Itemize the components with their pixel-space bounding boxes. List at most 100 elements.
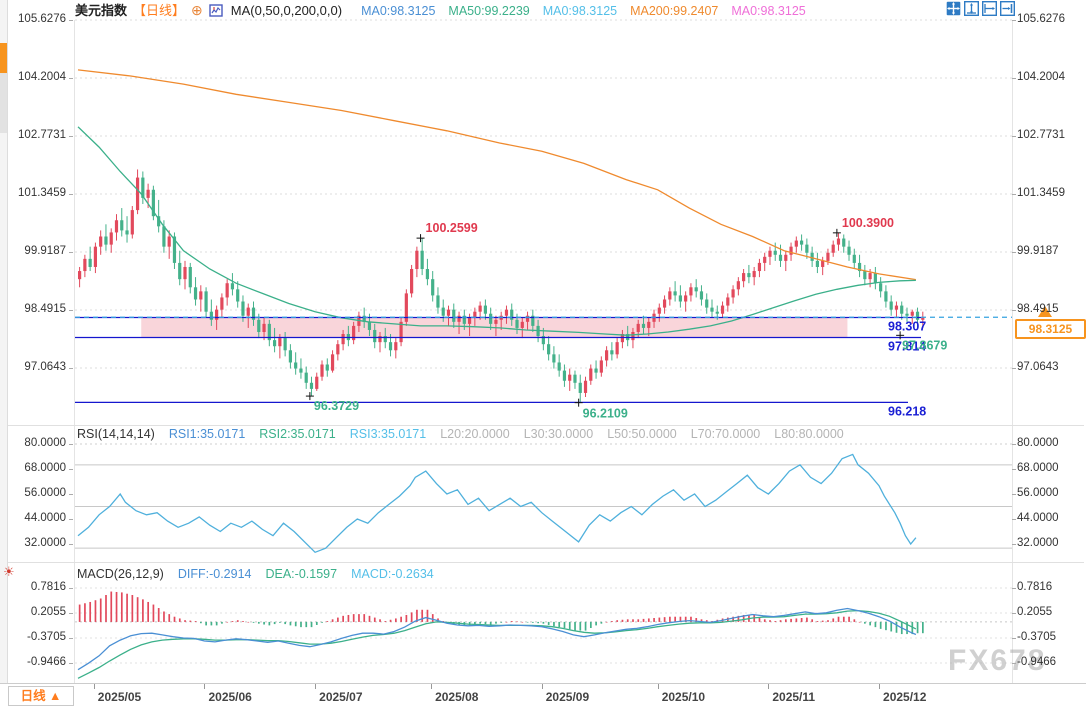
ma-value: MA200:99.2407 — [630, 3, 719, 18]
plot-right-border — [1012, 20, 1013, 683]
pan-icon[interactable] — [946, 1, 961, 16]
y-axis-label: 32.0000 — [1017, 536, 1059, 549]
axis-tick — [69, 638, 73, 639]
plot-left-border — [74, 20, 75, 683]
rsi-header-value: RSI2:35.0171 — [259, 427, 336, 441]
diff-line — [77, 607, 917, 671]
y-axis-label: 98.4915 — [24, 302, 66, 315]
y-axis-label: 0.7816 — [30, 581, 66, 593]
chart-header: 美元指数 【日线】 ⊕ MA(0,50,0,200,0,0) MA0:98.31… — [75, 2, 806, 19]
axis-tick — [1012, 77, 1016, 79]
x-axis-label: 2025/06 — [208, 690, 252, 704]
ma-values: MA0:98.3125 MA50:99.2239 MA0:98.3125 MA200:… — [348, 2, 806, 20]
y-axis-label: -0.9466 — [1017, 656, 1057, 668]
y-axis-label: 97.0643 — [1017, 360, 1059, 373]
macd-header-value: MACD(26,12,9) — [77, 567, 164, 581]
macd-histogram — [78, 591, 924, 635]
fit-y-axis-icon[interactable] — [964, 1, 979, 16]
y-axis-label: 105.6276 — [1017, 13, 1065, 25]
x-axis-tick — [768, 684, 770, 689]
axis-tick — [69, 588, 73, 589]
rsi-header-value: RSI3:35.0171 — [349, 427, 427, 441]
left-scrollbar[interactable] — [0, 0, 8, 707]
y-axis-label: 0.2055 — [1017, 606, 1053, 618]
y-axis-label: -0.9466 — [26, 656, 66, 668]
axis-tick — [69, 518, 73, 520]
dea-line — [77, 609, 917, 679]
x-axis-label: 2025/05 — [97, 690, 142, 704]
y-axis-label: 101.3459 — [18, 186, 66, 199]
x-axis-tick — [541, 684, 543, 689]
rsi-line — [77, 453, 917, 554]
y-axis-label: 0.7816 — [1017, 581, 1053, 593]
axis-tick — [69, 77, 73, 79]
x-axis-tick — [657, 684, 659, 689]
y-axis-label: 104.2004 — [1017, 70, 1065, 83]
y-axis-label: 32.0000 — [24, 536, 66, 549]
axis-tick — [1012, 468, 1016, 470]
axis-tick — [1012, 638, 1016, 639]
time-axis-bar: 日线 ▲ 2025/05 2025/06 2025/07 2025/08 2025/09… — [0, 683, 1086, 707]
ma50-line — [77, 126, 916, 336]
symbol-title: 美元指数 — [75, 3, 128, 18]
rsi-header-value: L80:80.0000 — [774, 427, 844, 441]
axis-tick — [69, 613, 73, 614]
rsi-header-value: L50:50.0000 — [607, 427, 677, 441]
axis-tick — [69, 309, 73, 311]
y-axis-label: 102.7731 — [18, 128, 66, 141]
y-axis-label: 99.9187 — [24, 244, 66, 257]
rsi-header-value: L30:30.0000 — [523, 427, 594, 441]
ma-value: MA0:98.3125 — [542, 3, 618, 18]
macd-header-value: DIFF:-0.2914 — [177, 567, 252, 581]
chart-type-icon[interactable] — [209, 4, 223, 17]
macd-header: MACD(26,12,9) DIFF:-0.2914 DEA:-0.1597 MACD… — [77, 567, 448, 581]
x-axis-tick — [93, 684, 95, 689]
scrollbar-track-segment — [0, 73, 7, 133]
axis-tick — [69, 543, 73, 545]
y-axis-label: 80.0000 — [24, 437, 66, 449]
axis-tick — [1012, 20, 1016, 21]
axis-tick — [1012, 193, 1016, 195]
fit-x-axis-icon[interactable] — [982, 1, 997, 16]
support-line-label: 96.218 — [888, 404, 926, 418]
y-axis-label: 105.6276 — [18, 13, 66, 25]
y-axis-label: 101.3459 — [1017, 186, 1065, 199]
x-axis-tick — [204, 684, 206, 689]
candlestick-series — [78, 169, 925, 403]
indicator-settings-icon[interactable]: ☀ — [3, 564, 15, 579]
y-axis-label: -0.3705 — [26, 631, 66, 643]
period-selector[interactable]: 日线 ▲ — [8, 686, 74, 706]
ma-parameters: MA(0,50,0,200,0,0) — [230, 3, 343, 18]
ma200-line — [77, 69, 916, 281]
axis-tick — [69, 251, 73, 253]
pane-separator-macd — [8, 562, 1084, 563]
y-axis-label: 97.0643 — [24, 360, 66, 373]
y-axis-label: 56.0000 — [1017, 486, 1059, 499]
ma-value: MA0:98.3125 — [731, 3, 806, 18]
axis-tick — [69, 444, 73, 445]
y-axis-label: 80.0000 — [1017, 437, 1059, 449]
x-axis-tick — [315, 684, 317, 689]
axis-tick — [69, 468, 73, 470]
x-axis-label: 2025/09 — [545, 690, 590, 704]
price-annotation: 97.8679 — [902, 338, 947, 352]
x-axis-label: 2025/10 — [661, 690, 706, 704]
axis-tick — [69, 663, 73, 664]
price-up-arrow-icon — [1038, 306, 1052, 317]
x-axis-label: 2025/08 — [435, 690, 479, 704]
axis-tick — [69, 20, 73, 21]
scrollbar-thumb[interactable] — [0, 43, 7, 73]
axis-tick — [69, 493, 73, 495]
y-axis-label: 99.9187 — [1017, 244, 1059, 257]
ma-value: MA50:99.2239 — [448, 3, 530, 18]
go-to-latest-icon[interactable] — [1000, 1, 1015, 16]
price-annotation: 100.3900 — [842, 216, 894, 230]
watermark: FX678 — [948, 644, 1047, 677]
y-axis-label: 0.2055 — [30, 606, 66, 618]
add-indicator-icon[interactable]: ⊕ — [191, 2, 203, 18]
ma-value: MA0:98.3125 — [361, 3, 436, 18]
y-axis-label: 104.2004 — [18, 70, 66, 83]
x-axis-label: 2025/12 — [883, 690, 927, 704]
